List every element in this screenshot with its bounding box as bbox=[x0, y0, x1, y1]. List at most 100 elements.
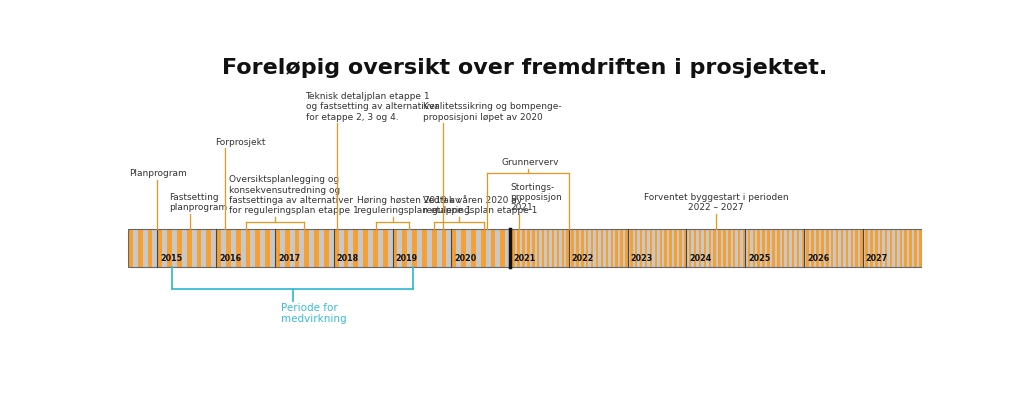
Bar bbox=[714, 230, 716, 267]
Bar bbox=[860, 230, 863, 267]
Bar bbox=[186, 230, 191, 267]
Bar bbox=[696, 230, 698, 267]
Bar bbox=[554, 230, 557, 267]
Bar bbox=[221, 230, 226, 267]
Text: 2020: 2020 bbox=[455, 254, 476, 263]
Bar bbox=[691, 230, 694, 267]
Bar bbox=[490, 230, 496, 267]
Bar bbox=[843, 230, 846, 267]
Bar bbox=[694, 230, 696, 267]
Bar bbox=[662, 230, 665, 267]
Bar bbox=[617, 230, 621, 267]
Bar bbox=[177, 230, 182, 267]
Bar bbox=[767, 230, 770, 267]
Bar bbox=[608, 230, 610, 267]
Bar bbox=[679, 230, 682, 267]
Bar bbox=[290, 230, 295, 267]
Bar bbox=[899, 230, 902, 267]
Bar bbox=[786, 230, 790, 267]
Text: Vedtak våren 2020 av
reguleringsplan etappe 1: Vedtak våren 2020 av reguleringsplan eta… bbox=[423, 196, 538, 215]
Bar bbox=[128, 230, 133, 267]
Bar bbox=[596, 230, 598, 267]
Bar bbox=[613, 230, 615, 267]
Bar bbox=[517, 230, 520, 267]
Text: Teknisk detaljplan etappe 1
og fastsetting av alternativer
for etappe 2, 3 og 4.: Teknisk detaljplan etappe 1 og fastsetti… bbox=[305, 92, 438, 122]
Bar bbox=[804, 230, 807, 267]
Bar bbox=[388, 230, 392, 267]
Bar bbox=[138, 230, 142, 267]
Bar bbox=[659, 230, 662, 267]
Bar bbox=[839, 230, 841, 267]
Bar bbox=[591, 230, 593, 267]
Text: Forventet byggestart i perioden
2022 – 2027: Forventet byggestart i perioden 2022 – 2… bbox=[643, 193, 788, 212]
Bar bbox=[441, 230, 446, 267]
Bar bbox=[251, 230, 255, 267]
Bar bbox=[598, 230, 601, 267]
Bar bbox=[524, 230, 527, 267]
Bar bbox=[870, 230, 872, 267]
Bar bbox=[422, 230, 427, 267]
Bar bbox=[522, 230, 524, 267]
Bar bbox=[888, 230, 890, 267]
Text: 2025: 2025 bbox=[749, 254, 770, 263]
Bar bbox=[763, 230, 765, 267]
Bar bbox=[167, 230, 172, 267]
Text: Høring høsten 2019 av
reguleringsplan etappe 1: Høring høsten 2019 av reguleringsplan et… bbox=[357, 196, 472, 215]
Bar bbox=[402, 230, 408, 267]
Text: Fastsetting
planprogram: Fastsetting planprogram bbox=[169, 193, 227, 212]
Bar bbox=[182, 230, 186, 267]
Bar bbox=[811, 230, 814, 267]
Bar bbox=[892, 230, 895, 267]
Bar bbox=[836, 230, 839, 267]
Bar bbox=[642, 230, 645, 267]
Bar bbox=[515, 230, 517, 267]
Bar bbox=[657, 230, 659, 267]
Bar bbox=[255, 230, 260, 267]
Bar bbox=[601, 230, 603, 267]
Bar bbox=[751, 230, 753, 267]
Text: 2016: 2016 bbox=[219, 254, 242, 263]
Bar bbox=[246, 230, 251, 267]
Bar bbox=[816, 230, 819, 267]
Bar bbox=[633, 230, 635, 267]
Bar bbox=[711, 230, 714, 267]
Bar bbox=[542, 230, 545, 267]
Bar bbox=[733, 230, 735, 267]
Bar bbox=[730, 230, 733, 267]
Bar bbox=[230, 230, 236, 267]
Bar bbox=[299, 230, 304, 267]
Bar bbox=[721, 230, 723, 267]
Bar bbox=[851, 230, 853, 267]
Bar bbox=[863, 230, 865, 267]
Bar bbox=[777, 230, 779, 267]
Bar bbox=[236, 230, 241, 267]
Bar bbox=[510, 230, 515, 267]
Bar bbox=[684, 230, 686, 267]
Bar bbox=[505, 230, 510, 267]
Bar bbox=[740, 230, 742, 267]
Bar bbox=[191, 230, 197, 267]
Bar bbox=[265, 230, 270, 267]
Bar bbox=[828, 230, 830, 267]
Bar bbox=[412, 230, 417, 267]
Bar bbox=[628, 230, 630, 267]
Bar bbox=[540, 230, 542, 267]
Bar bbox=[153, 230, 158, 267]
Bar bbox=[826, 230, 828, 267]
Bar bbox=[207, 230, 211, 267]
Bar bbox=[916, 230, 920, 267]
Bar bbox=[309, 230, 314, 267]
Bar bbox=[532, 230, 535, 267]
Bar bbox=[876, 230, 878, 267]
Text: 2015: 2015 bbox=[161, 254, 182, 263]
Bar bbox=[383, 230, 388, 267]
Bar bbox=[275, 230, 280, 267]
Bar bbox=[760, 230, 763, 267]
Bar bbox=[466, 230, 471, 267]
Bar bbox=[858, 230, 860, 267]
Text: Oversiktsplanlegging og
konsekvensutredning og
fastsettinga av alternativer
for : Oversiktsplanlegging og konsekvensutredn… bbox=[229, 175, 358, 215]
Bar bbox=[765, 230, 767, 267]
Bar bbox=[211, 230, 216, 267]
Bar bbox=[865, 230, 867, 267]
Bar bbox=[797, 230, 799, 267]
